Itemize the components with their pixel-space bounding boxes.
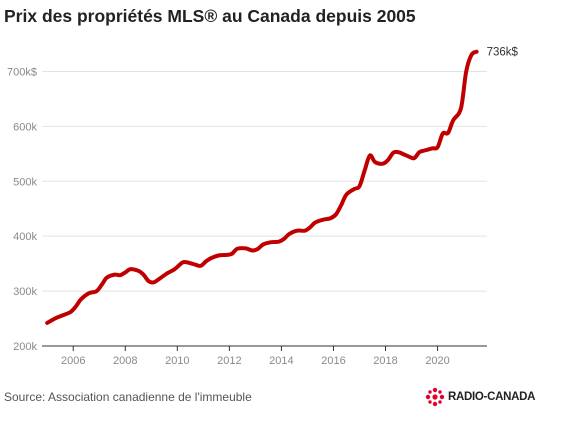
- y-axis-labels: 200k 300k 400k 500k 600k 700k$: [7, 66, 37, 353]
- x-tick-label: 2018: [373, 355, 397, 367]
- x-tick-label: 2012: [217, 355, 241, 367]
- y-tick-label: 500k: [13, 176, 37, 188]
- x-tick-label: 2006: [61, 355, 85, 367]
- x-tick-label: 2020: [425, 355, 449, 367]
- x-axis-ticks: 2006 2008 2010 2012 2014 2016 2018 2020: [61, 346, 450, 367]
- gridlines: [42, 70, 487, 292]
- y-tick-label: 700k$: [7, 66, 37, 78]
- logo-wordmark: RADIO-CANADA: [448, 391, 536, 403]
- end-value-label: 736k$: [487, 47, 519, 59]
- radio-canada-gem-icon: [425, 387, 445, 407]
- x-tick-label: 2016: [321, 355, 345, 367]
- y-tick-label: 200k: [13, 341, 37, 353]
- x-tick-label: 2014: [269, 355, 293, 367]
- y-tick-label: 300k: [13, 286, 37, 298]
- series-line: [45, 49, 479, 325]
- x-tick-label: 2008: [113, 355, 137, 367]
- radio-canada-logo: RADIO-CANADA: [425, 387, 535, 407]
- y-tick-label: 600k: [13, 121, 37, 133]
- source-note: Source: Association canadienne de l'imme…: [4, 390, 252, 404]
- page-title: Prix des propriétés MLS® au Canada depui…: [4, 6, 416, 26]
- x-tick-label: 2010: [165, 355, 189, 367]
- y-tick-label: 400k: [13, 231, 37, 243]
